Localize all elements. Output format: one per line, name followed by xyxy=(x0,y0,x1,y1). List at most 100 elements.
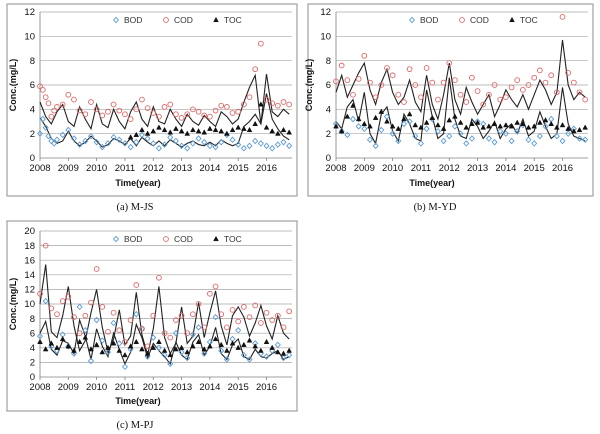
data-point-toc xyxy=(389,123,396,129)
data-point-cod xyxy=(156,113,162,120)
data-point-bod xyxy=(48,343,55,350)
data-point-bod xyxy=(82,327,89,334)
data-point-cod xyxy=(224,104,230,110)
data-point-bod xyxy=(201,350,208,357)
series-toc xyxy=(127,101,292,140)
y-tick-label: 10 xyxy=(320,32,331,43)
data-point-cod xyxy=(133,106,140,113)
legend-label: COD xyxy=(174,15,193,25)
data-point-bod xyxy=(138,131,145,139)
chart-caption: (b) M-YD xyxy=(414,202,457,213)
data-point-bod xyxy=(59,131,66,139)
data-point-toc xyxy=(133,338,140,345)
data-point-toc xyxy=(565,125,572,131)
data-point-toc xyxy=(514,119,521,125)
legend-label: COD xyxy=(470,15,489,25)
data-point-bod xyxy=(274,141,281,148)
data-point-bod xyxy=(110,319,117,327)
data-point-bod xyxy=(172,329,179,337)
data-point-bod xyxy=(412,132,419,140)
legend-marker-toc xyxy=(213,235,219,242)
data-point-cod xyxy=(525,82,532,88)
data-point-toc xyxy=(71,347,77,353)
data-point-bod xyxy=(497,127,504,135)
data-point-toc xyxy=(333,123,339,129)
data-point-toc xyxy=(133,131,140,137)
data-point-toc xyxy=(235,124,242,130)
data-point-toc xyxy=(201,346,208,352)
data-point-cod xyxy=(401,99,407,105)
chart-caption: (c) M-PJ xyxy=(116,420,153,431)
data-point-bod xyxy=(400,120,407,128)
y-tick-label: 8 xyxy=(30,314,35,325)
data-point-toc xyxy=(463,124,470,130)
data-point-cod xyxy=(39,87,46,93)
series-bod xyxy=(36,115,293,152)
data-point-cod xyxy=(167,334,174,341)
data-point-toc xyxy=(280,350,287,356)
data-point-bod xyxy=(457,130,464,137)
data-point-cod xyxy=(167,101,174,108)
x-tick-label: 2009 xyxy=(58,163,79,174)
data-point-bod xyxy=(235,327,242,334)
data-point-bod xyxy=(150,334,157,341)
data-point-bod xyxy=(355,123,362,130)
data-point-toc xyxy=(184,349,191,355)
data-point-bod xyxy=(104,140,111,147)
data-point-cod xyxy=(520,87,526,93)
data-point-bod xyxy=(240,145,247,152)
x-axis-label: Time(year) xyxy=(115,396,160,406)
data-point-toc xyxy=(48,340,55,346)
data-point-bod xyxy=(99,337,106,344)
data-point-bod xyxy=(257,140,264,147)
data-point-cod xyxy=(246,94,253,101)
chart-panel-1: 0 2 4 6 8 10 12 2008 2009 2010 2011 2012 2013 2014 201… xyxy=(304,3,594,197)
y-tick-label: 0 xyxy=(30,372,35,383)
y-tick-label: 2 xyxy=(326,129,331,140)
data-point-toc xyxy=(156,124,162,130)
data-point-cod xyxy=(241,101,247,108)
data-point-cod xyxy=(82,312,89,319)
data-point-bod xyxy=(372,142,379,150)
data-point-cod xyxy=(71,96,77,103)
data-point-bod xyxy=(485,135,492,142)
x-tick-label: 2016 xyxy=(256,382,277,393)
data-point-toc xyxy=(423,119,430,125)
data-point-cod xyxy=(554,89,560,96)
data-point-cod xyxy=(531,74,538,81)
data-point-cod xyxy=(127,317,134,323)
y-tick-label: 18 xyxy=(24,241,35,252)
y-tick-label: 12 xyxy=(24,285,35,296)
data-point-toc xyxy=(139,126,145,133)
data-point-bod xyxy=(542,123,549,130)
data-point-bod xyxy=(87,132,94,140)
data-point-cod xyxy=(122,339,128,345)
y-tick-label: 16 xyxy=(24,255,35,266)
data-point-cod xyxy=(48,305,55,312)
data-point-cod xyxy=(99,304,106,310)
data-point-cod xyxy=(480,101,487,108)
data-point-toc xyxy=(275,349,281,355)
data-point-cod xyxy=(88,299,94,306)
data-point-toc xyxy=(435,122,441,128)
data-point-bod xyxy=(338,127,345,135)
series-cod xyxy=(37,40,293,122)
data-point-toc xyxy=(412,122,419,128)
data-point-bod xyxy=(395,137,402,145)
y-tick-label: 6 xyxy=(326,80,331,91)
data-point-toc xyxy=(378,108,385,114)
legend-marker-bod xyxy=(112,235,120,243)
trend-line xyxy=(39,73,290,131)
data-point-toc xyxy=(229,340,236,346)
data-point-toc xyxy=(173,346,179,352)
data-point-bod xyxy=(417,140,424,147)
data-point-cod xyxy=(218,311,225,318)
data-point-toc xyxy=(178,344,185,350)
data-point-bod xyxy=(286,351,293,359)
x-tick-label: 2013 xyxy=(171,163,192,174)
legend-label: BOD xyxy=(420,15,438,25)
data-point-cod xyxy=(503,94,509,101)
data-point-bod xyxy=(257,350,264,357)
x-tick-label: 2008 xyxy=(325,163,346,174)
